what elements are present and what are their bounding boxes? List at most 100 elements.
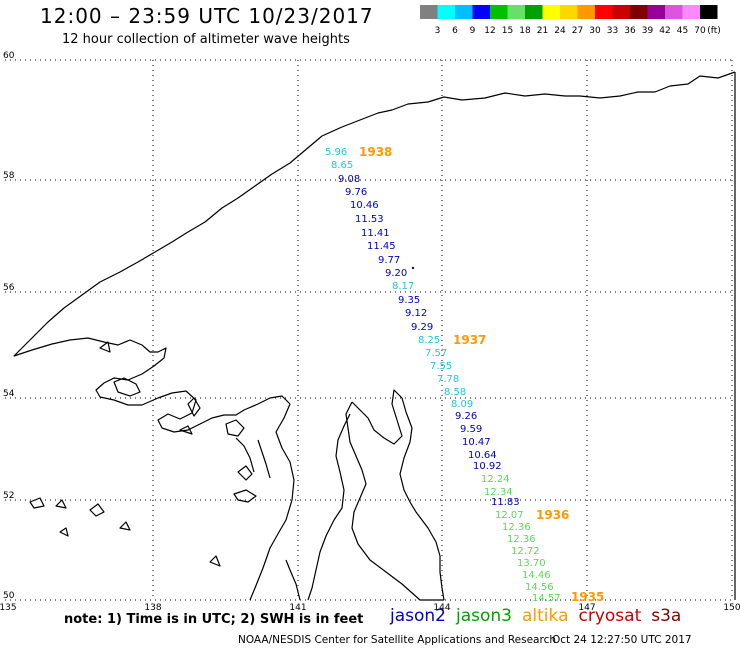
- wave-height-value: 14.46: [522, 570, 551, 581]
- colorbar-label: 42: [659, 26, 670, 36]
- pass-id-label: 1938: [359, 145, 392, 159]
- wave-height-value: 7.78: [437, 374, 459, 385]
- wave-height-value: 14.56: [525, 582, 554, 593]
- colorbar-swatch: [472, 5, 490, 19]
- pass-id-label: 1936: [536, 508, 569, 522]
- legend-jason2: jason2: [390, 606, 446, 626]
- pass-labels: 1938 1937 1936 1935: [359, 145, 604, 604]
- lon-label: 141: [289, 603, 306, 613]
- colorbar-swatch: [682, 5, 700, 19]
- island-small-4: [55, 499, 67, 509]
- wave-height-value: 10.92: [473, 461, 502, 472]
- legend-jason3: jason3: [456, 606, 512, 626]
- colorbar-label: 24: [554, 26, 566, 36]
- wave-height-value: 9.20: [385, 268, 407, 279]
- wave-height-value: 9.77: [378, 255, 400, 266]
- wave-height-value: 12.72: [511, 546, 540, 557]
- wave-height-value: 10.47: [462, 437, 491, 448]
- wave-height-value: 8.65: [331, 160, 353, 171]
- wave-height-value: 14.57: [532, 593, 561, 604]
- colorbar-swatch: [507, 5, 525, 19]
- wave-height-value: 11.53: [355, 214, 384, 225]
- footer-timestamp: Oct 24 12:27:50 UTC 2017: [552, 634, 692, 646]
- legend-s3a: s3a: [651, 606, 682, 626]
- colorbar-label: 27: [572, 26, 583, 36]
- color-scale-bar: 3 6 9 12 15 18 21 24 27 30 33 36 39 42 45 70 (ft): [420, 5, 721, 36]
- wave-height-labels: 5.96 8.65 9.08 9.76 10.46 11.53 11.41 11.45 9.77…: [325, 147, 561, 604]
- wave-height-value: 12.34: [484, 487, 513, 498]
- colorbar-swatch: [525, 5, 543, 19]
- island-small-2: [89, 503, 105, 517]
- colorbar-label: 3: [435, 26, 441, 36]
- wave-height-value: 12.07: [495, 510, 524, 521]
- colorbar-label: 6: [452, 26, 458, 36]
- wave-height-value: 10.64: [468, 450, 497, 461]
- colorbar-label: 15: [502, 26, 513, 36]
- colorbar-label: 21: [537, 26, 548, 36]
- wave-height-value: 9.26: [455, 411, 477, 422]
- wave-height-value: 12.24: [481, 474, 510, 485]
- wave-height-value: 11.45: [367, 241, 396, 252]
- island-small-9: [179, 425, 193, 435]
- island-small-5: [119, 521, 131, 531]
- lon-label: 135: [0, 603, 17, 613]
- wave-height-value: 12.36: [502, 522, 531, 533]
- lon-label: 138: [144, 603, 161, 613]
- wave-height-value: 12.36: [507, 534, 536, 545]
- wave-height-value: 9.76: [345, 187, 367, 198]
- colorbar-swatch: [595, 5, 613, 19]
- page-title: 12:00 – 23:59 UTC 10/23/2017: [40, 4, 374, 28]
- wave-height-value: 7.57: [425, 348, 447, 359]
- colorbar-label: 18: [519, 26, 531, 36]
- colorbar-swatch: [612, 5, 630, 19]
- colorbar-label: 30: [589, 26, 601, 36]
- wave-height-value: 5.96: [325, 147, 347, 158]
- wave-height-value: 8.09: [451, 399, 473, 410]
- colorbar-label: 70: [694, 26, 706, 36]
- lake-2: [225, 419, 245, 437]
- lon-label: 144: [433, 603, 450, 613]
- wave-height-value: 11.83: [491, 497, 520, 508]
- sakhalin-island: [345, 389, 445, 601]
- colorbar-swatch: [577, 5, 595, 19]
- colorbar-swatch: [630, 5, 648, 19]
- lat-label: 58: [3, 171, 15, 181]
- colorbar-label: 33: [607, 26, 618, 36]
- lake-1: [113, 377, 141, 397]
- lake-3: [187, 397, 201, 417]
- wave-height-value: 7.55: [430, 361, 452, 372]
- legend-cryosat: cryosat: [578, 606, 642, 626]
- island-small-7: [209, 555, 221, 567]
- wave-height-value: 9.29: [411, 322, 433, 333]
- pass-id-label: 1935: [571, 590, 604, 604]
- footer-note: note: 1) Time is in UTC; 2) SWH is in fe…: [64, 612, 364, 627]
- colorbar-swatch: [437, 5, 455, 19]
- page-subtitle: 12 hour collection of altimeter wave hei…: [62, 32, 350, 47]
- pass-id-label: 1937: [453, 333, 486, 347]
- island-small-3: [29, 497, 45, 509]
- lat-label: 60: [3, 51, 15, 61]
- lon-label: 147: [578, 603, 595, 613]
- lat-label: 56: [3, 283, 15, 293]
- satellite-legend: jason2 jason3 altika cryosat s3a: [390, 606, 691, 626]
- track-point: [411, 266, 415, 270]
- grid-lines: [5, 59, 735, 601]
- colorbar-label: 45: [677, 26, 688, 36]
- wave-height-value: 9.35: [398, 295, 420, 306]
- colorbar-swatch: [490, 5, 508, 19]
- colorbar-unit: (ft): [707, 26, 721, 36]
- wave-height-value: 8.25: [418, 335, 440, 346]
- colorbar-label: 36: [624, 26, 636, 36]
- wave-height-value: 9.59: [460, 424, 482, 435]
- wave-height-value: 13.70: [517, 558, 546, 569]
- lat-label: 50: [3, 591, 15, 601]
- colorbar-swatch: [647, 5, 665, 19]
- colorbar-swatch: [665, 5, 683, 19]
- wave-height-value: 11.41: [361, 228, 390, 239]
- axis-labels: 60 58 56 54 52 50 135 138 141 144 147 150: [0, 51, 740, 613]
- wave-height-value: 9.08: [338, 174, 360, 185]
- amur-bay: [235, 437, 271, 479]
- mainland-coast: [13, 71, 736, 601]
- island-small-1: [233, 489, 257, 503]
